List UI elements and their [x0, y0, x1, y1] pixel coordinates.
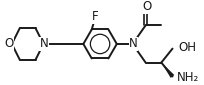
Text: NH₂: NH₂ — [177, 71, 199, 84]
Text: O: O — [142, 0, 151, 13]
Text: OH: OH — [178, 41, 196, 54]
Text: O: O — [4, 37, 14, 50]
Text: N: N — [129, 37, 138, 50]
Polygon shape — [161, 63, 174, 78]
Text: N: N — [40, 37, 49, 50]
Text: F: F — [92, 10, 99, 23]
